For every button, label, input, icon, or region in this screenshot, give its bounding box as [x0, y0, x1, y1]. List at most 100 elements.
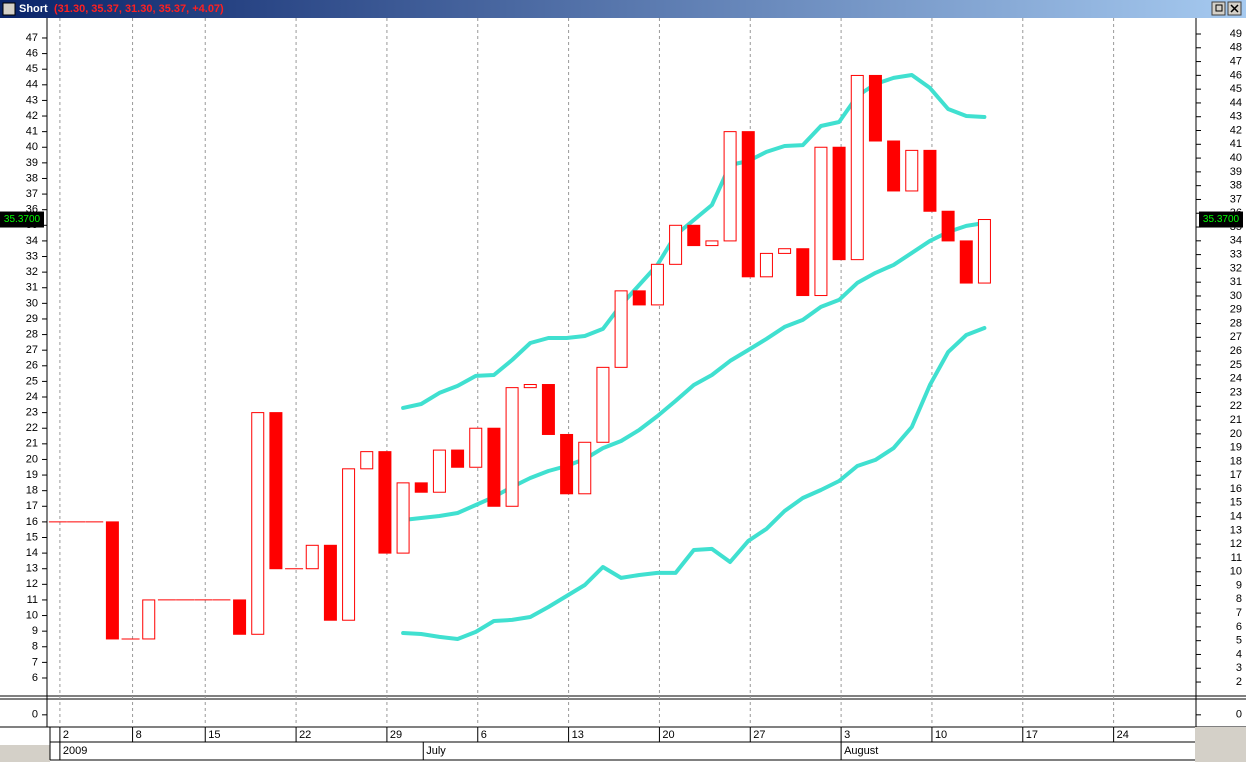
candle-body	[360, 451, 374, 470]
y2-tick-label: 3	[1236, 662, 1242, 674]
candle-body	[705, 240, 719, 247]
band-line	[401, 73, 987, 410]
y2-tick-label: 41	[1230, 138, 1242, 150]
y-tick-label: 16	[26, 516, 38, 528]
y-tick-label: 8	[32, 641, 38, 653]
y2-tick-label: 31	[1230, 276, 1242, 288]
candle-body	[778, 248, 792, 254]
y2-tick-label: 47	[1230, 55, 1242, 67]
y-tick-label: 18	[26, 485, 38, 497]
candle-body	[378, 451, 392, 554]
y2-tick-label: 8	[1236, 593, 1242, 605]
y-tick-label: 24	[26, 391, 38, 403]
y2-tick-label: 40	[1230, 152, 1242, 164]
candle-body	[269, 412, 283, 570]
candle-body	[614, 290, 628, 368]
y-tick-label: 31	[26, 282, 38, 294]
y2-tick-label: 24	[1230, 373, 1242, 385]
band-line	[401, 326, 987, 641]
candle-body	[868, 74, 882, 142]
candle-body	[414, 482, 428, 493]
y-tick-label: 43	[26, 94, 38, 106]
y-tick-label: 22	[26, 422, 38, 434]
candle-body	[323, 544, 337, 621]
y-tick-label: 33	[26, 250, 38, 262]
candle-body	[723, 131, 737, 242]
candle-body	[832, 146, 846, 261]
x-tick-label: 8	[136, 729, 142, 741]
y-tick-label: 42	[26, 110, 38, 122]
y2-tick-label: 14	[1230, 510, 1242, 522]
candle-body	[541, 384, 555, 435]
candle-body	[923, 149, 937, 212]
y2-tick-label: 13	[1230, 524, 1242, 536]
x-tick-label: 27	[753, 729, 765, 741]
y-tick-label: 12	[26, 578, 38, 590]
corner	[1195, 727, 1246, 762]
corner	[0, 745, 50, 762]
x-tick-label: 29	[390, 729, 402, 741]
y-tick-label: 20	[26, 453, 38, 465]
candle-body	[305, 544, 319, 570]
y2-tick-label: 30	[1230, 290, 1242, 302]
x-tick-label: 17	[1026, 729, 1038, 741]
y-tick-label: 23	[26, 407, 38, 419]
y-tick-label: 32	[26, 266, 38, 278]
y-tick-label: 15	[26, 531, 38, 543]
candle-body	[796, 248, 810, 297]
y2-tick-label: 26	[1230, 345, 1242, 357]
lower-tick-label: 0	[32, 709, 38, 721]
y-tick-label: 13	[26, 563, 38, 575]
close-icon	[1230, 4, 1239, 13]
y-tick-label: 25	[26, 375, 38, 387]
candle-body	[523, 384, 537, 389]
y2-tick-label: 25	[1230, 359, 1242, 371]
y-tick-label: 6	[32, 672, 38, 684]
last-value-box	[0, 211, 44, 228]
y2-tick-label: 34	[1230, 235, 1242, 247]
x-tick-label: 2	[63, 729, 69, 741]
y2-tick-label: 9	[1236, 579, 1242, 591]
x-tick-label: 6	[481, 729, 487, 741]
y2-tick-label: 49	[1230, 28, 1242, 40]
candle-body	[959, 240, 973, 284]
y2-tick-label: 19	[1230, 442, 1242, 454]
y-tick-label: 27	[26, 344, 38, 356]
y2-tick-label: 37	[1230, 193, 1242, 205]
y2-tick-label: 45	[1230, 83, 1242, 95]
y-tick-label: 34	[26, 235, 38, 247]
y2-tick-label: 2	[1236, 676, 1242, 688]
last-value-label: 35.3700	[1203, 214, 1240, 225]
x-tick-label: 22	[299, 729, 311, 741]
candle-body	[251, 412, 265, 635]
candle-body	[505, 387, 519, 507]
candle-body	[233, 599, 247, 635]
candle-body	[905, 149, 919, 192]
y2-tick-label: 48	[1230, 42, 1242, 54]
y-tick-label: 38	[26, 172, 38, 184]
y-tick-label: 10	[26, 609, 38, 621]
y2-tick-label: 11	[1231, 552, 1242, 564]
y-tick-label: 7	[32, 656, 38, 668]
window-icon	[2, 2, 16, 16]
x-tick-label: 3	[844, 729, 850, 741]
y2-tick-label: 28	[1230, 317, 1242, 329]
y-tick-label: 11	[27, 594, 38, 606]
month-label: July	[426, 745, 446, 757]
month-label: 2009	[63, 745, 87, 757]
y2-tick-label: 6	[1236, 621, 1242, 633]
y2-tick-label: 33	[1230, 249, 1242, 261]
y-tick-label: 41	[26, 126, 38, 138]
candle-body	[941, 210, 955, 242]
y2-tick-label: 17	[1230, 469, 1242, 481]
y-tick-label: 39	[26, 157, 38, 169]
lower-tick-label: 0	[1236, 709, 1242, 721]
candle-body	[632, 290, 646, 306]
y2-tick-label: 12	[1230, 538, 1242, 550]
candle-body	[669, 224, 683, 265]
candle-body	[850, 74, 864, 261]
restore-button[interactable]	[1211, 1, 1226, 16]
